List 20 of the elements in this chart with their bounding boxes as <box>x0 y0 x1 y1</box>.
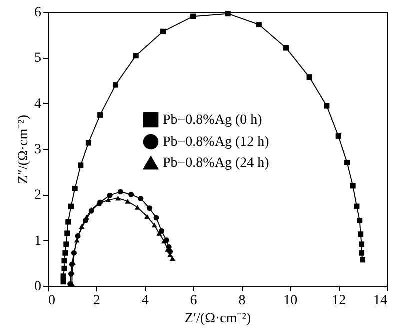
x-axis-title: Z′/(Ω·cm⁻²) <box>184 312 252 326</box>
x-tick-label: 4 <box>142 294 149 308</box>
y-tick-label: 4 <box>34 96 42 112</box>
x-tick-label: 0 <box>48 294 56 308</box>
x-tick-label: 10 <box>284 294 298 308</box>
y-axis-title: Z″/(Ω·cm⁻²) <box>16 114 32 184</box>
legend-label: Pb−0.8%Ag (12 h) <box>163 135 270 150</box>
x-tick-label: 8 <box>238 294 246 308</box>
y-tick-label: 6 <box>34 6 42 20</box>
y-tick-label: 5 <box>34 51 42 66</box>
legend-label: Pb−0.8%Ag (0 h) <box>163 113 263 128</box>
legend-label: Pb−0.8%Ag (24 h) <box>163 156 270 171</box>
y-tick-label: 1 <box>34 234 42 249</box>
y-tick-label: 3 <box>34 142 42 158</box>
x-tick-label: 6 <box>190 294 198 308</box>
x-tick-label: 12 <box>332 294 346 308</box>
x-tick-label: 2 <box>93 294 100 308</box>
y-tick-label: 0 <box>34 280 42 294</box>
y-tick-label: 2 <box>34 188 42 204</box>
x-tick-label: 14 <box>374 294 388 308</box>
